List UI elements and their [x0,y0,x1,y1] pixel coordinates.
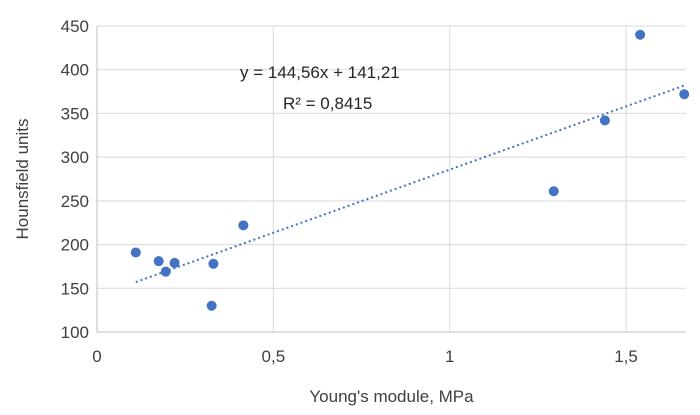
y-tick-label: 350 [61,104,89,123]
data-point [548,186,559,197]
data-points [130,29,690,311]
x-tick-label: 0,5 [262,347,286,366]
data-point [153,256,164,267]
data-point [635,29,646,40]
data-point [206,300,217,311]
trendline-equation: y = 144,56x + 141,21 [240,63,400,82]
y-tick-label: 300 [61,148,89,167]
x-axis-title: Young's module, MPa [309,387,474,406]
data-point [130,247,141,258]
data-point [169,257,180,268]
y-tick-label: 150 [61,279,89,298]
y-tick-label: 450 [61,17,89,36]
y-tick-label: 250 [61,192,89,211]
labels: Young's module, MPa Hounsfield units y = 1… [13,63,474,406]
x-tick-label: 0 [92,347,101,366]
data-point [599,115,610,126]
data-point [208,258,219,269]
trendline-layer [135,84,685,284]
trendline [135,84,685,284]
y-axis-title: Hounsfield units [13,119,32,240]
x-tick-label: 1 [445,347,454,366]
y-tick-label: 100 [61,323,89,342]
r-squared-label: R² = 0,8415 [283,94,372,113]
data-point [679,89,690,100]
axes: 100 150 200 250 300 350 400 450 0 0,5 1 1,5 [61,17,686,366]
y-tick-label: 200 [61,236,89,255]
gridlines [97,25,686,332]
data-point [160,266,171,277]
y-tick-label: 400 [61,61,89,80]
data-point [238,220,249,231]
x-tick-label: 1,5 [614,347,638,366]
